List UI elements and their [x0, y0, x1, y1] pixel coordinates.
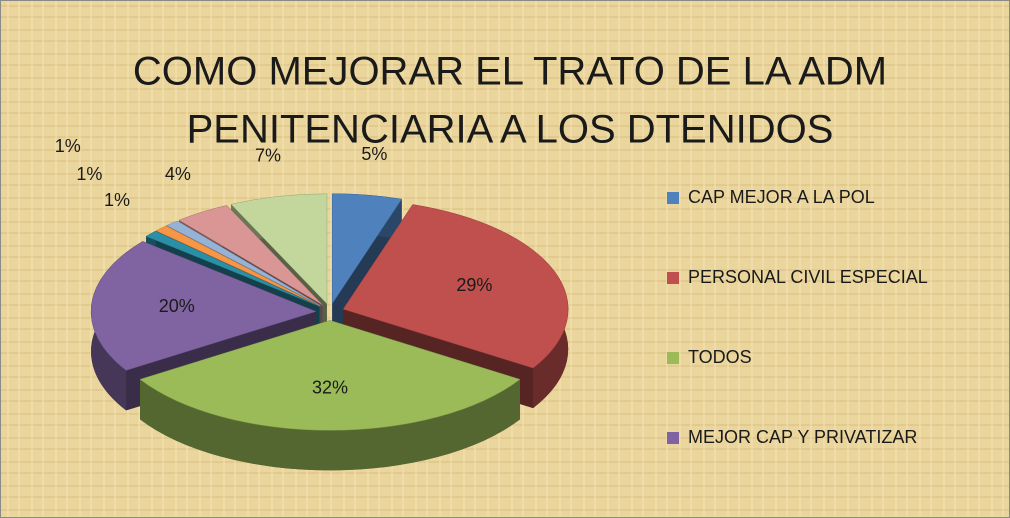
- data-label: 5%: [361, 144, 387, 164]
- slice: [178, 205, 323, 306]
- slice-side: [140, 379, 520, 471]
- data-label: 1%: [55, 136, 81, 156]
- data-label: 4%: [165, 164, 191, 184]
- slice: [145, 230, 320, 307]
- data-label: 32%: [312, 377, 348, 397]
- legend-label: TODOS: [688, 347, 752, 367]
- slice: [166, 220, 321, 306]
- slice: [139, 320, 521, 431]
- slice: [155, 225, 321, 307]
- chart-title: PENITENCIARIA A LOS DTENIDOS: [187, 108, 834, 152]
- legend-label: PERSONAL CIVIL ESPECIAL: [688, 267, 928, 287]
- data-label: 29%: [456, 275, 492, 295]
- data-label: 1%: [104, 190, 130, 210]
- chart-title: COMO MEJORAR EL TRATO DE LA ADM: [133, 50, 887, 94]
- slice: [342, 204, 569, 369]
- legend-swatch: [667, 272, 679, 284]
- data-label: 1%: [76, 164, 102, 184]
- data-label: 7%: [255, 146, 281, 166]
- legend-swatch: [667, 192, 679, 204]
- slice: [331, 193, 403, 305]
- legend-label: MEJOR CAP Y PRIVATIZAR: [688, 427, 917, 447]
- slice: [230, 193, 328, 305]
- legend-label: CAP MEJOR A LA POL: [688, 187, 875, 207]
- legend-swatch: [667, 432, 679, 444]
- slice: [90, 241, 317, 371]
- legend-swatch: [667, 352, 679, 364]
- data-label: 20%: [159, 296, 195, 316]
